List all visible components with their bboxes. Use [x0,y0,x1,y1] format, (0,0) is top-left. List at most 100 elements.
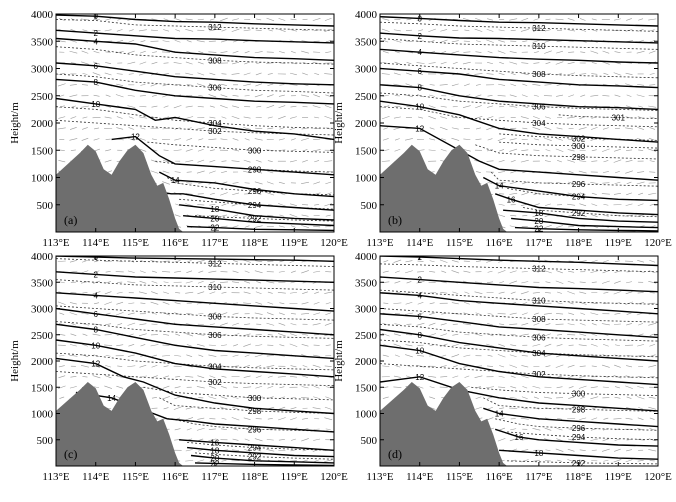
wind-arrow [591,281,597,283]
wind-arrow [649,116,655,119]
wind-arrow [232,438,239,441]
wind-arrow [256,105,262,108]
wind-arrow [567,323,575,326]
y-tick-label: 4000 [31,251,54,263]
wind-arrow [545,281,551,284]
wind-arrow [557,160,562,163]
wind-arrow [509,181,517,185]
wind-arrow [312,364,321,368]
wind-arrow [312,61,321,65]
wind-arrow [614,312,621,315]
wind-arrow [243,427,251,431]
wind-arrow [590,438,599,441]
wind-arrow [324,160,333,162]
wind-arrow [244,407,251,410]
wind-arrow [302,149,308,152]
wind-arrow [579,407,586,410]
wind-arrow [626,281,633,284]
wind-arrow [266,355,274,357]
wind-arrow [290,116,297,119]
wind-arrow [579,73,587,75]
wind-arrow [544,84,552,86]
wind-arrow [649,73,655,75]
isentrope-label: 312 [532,265,546,274]
wind-arrow [93,138,100,141]
wind-arrow [117,365,123,367]
wind-arrow [520,375,529,379]
y-tick-label: 2000 [31,118,54,130]
temperature-contour [380,32,658,44]
wind-arrow [394,270,400,273]
wind-arrow [174,396,182,400]
wind-arrow [406,18,412,21]
panel-label: (b) [388,213,402,227]
wind-arrow [580,225,586,228]
wind-arrow [637,171,645,173]
wind-arrow [626,149,633,151]
wind-arrow [381,73,390,75]
wind-arrow [174,138,182,141]
wind-arrow [649,376,655,378]
wind-arrow [649,203,655,206]
wind-arrow [555,18,564,21]
wind-arrow [590,386,598,389]
wind-arrow [256,365,262,368]
wind-arrow [591,62,597,64]
wind-arrow [127,50,135,54]
wind-arrow [220,40,227,43]
wind-arrow [58,365,65,368]
wind-arrow [325,94,332,97]
wind-arrow [580,312,586,315]
wind-arrow [105,149,112,152]
wind-arrow [625,459,633,463]
wind-arrow [127,105,136,108]
wind-arrow [243,83,252,87]
wind-arrow [381,333,390,337]
wind-arrow [244,148,251,152]
wind-arrow [405,40,413,42]
wind-arrow [614,438,621,441]
wind-arrow [429,138,436,141]
wind-arrow [313,270,321,273]
isentrope-contour [380,106,658,128]
wind-arrow [533,312,539,315]
isentrope-label: 302 [208,378,222,387]
wind-arrow [255,170,263,174]
terrain-profile [56,144,184,232]
wind-arrow [393,333,401,337]
wind-arrow [57,385,66,389]
wind-arrow [221,73,227,75]
isentrope-contour [522,207,658,218]
wind-arrow [649,259,656,263]
wind-arrow [578,170,587,174]
wind-arrow [636,438,645,441]
wind-arrow [567,29,576,32]
wind-arrow [382,365,390,367]
wind-arrow [637,116,644,119]
wind-arrow [578,344,587,347]
temperature-contour [380,84,658,111]
wind-arrow [196,170,205,174]
wind-arrow [244,138,250,141]
wind-arrow [243,29,251,32]
wind-arrow [116,73,123,75]
wind-arrow [278,322,286,326]
wind-arrow [254,138,263,141]
wind-arrow [638,105,644,108]
y-tick-label: 1500 [31,382,54,394]
temperature-label: 18 [534,209,543,218]
wind-arrow [255,301,263,305]
wind-arrow [69,84,77,86]
wind-arrow [545,333,551,337]
wind-arrow [580,51,586,53]
wind-arrow [439,39,448,43]
x-tick-label: 116°E [486,471,513,483]
wind-arrow [568,270,575,273]
wind-arrow [567,291,575,295]
wind-arrow [82,376,88,378]
isentrope-label: 312 [208,23,222,32]
wind-arrow [139,61,147,65]
temperature-contour [380,292,658,315]
wind-arrow [545,105,551,108]
wind-arrow [428,105,436,109]
